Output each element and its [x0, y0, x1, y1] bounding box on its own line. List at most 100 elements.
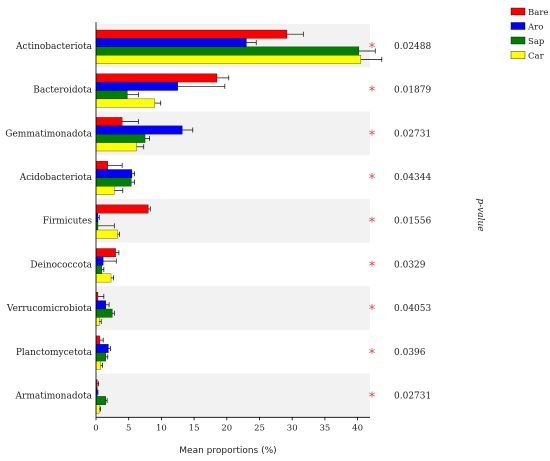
error-bar	[97, 389, 99, 395]
category-label: Verrucomicrobiota	[6, 304, 93, 314]
bars-layer	[95, 29, 362, 414]
bar-bare	[95, 248, 116, 258]
legend: Bare Aro Sap Car	[510, 7, 548, 62]
error-bar	[112, 310, 115, 316]
error-bar	[114, 188, 124, 193]
bar-car	[95, 229, 118, 239]
legend-label: Aro	[527, 23, 543, 33]
significance-star: *	[369, 216, 376, 231]
x-tick-label: 0	[93, 423, 98, 433]
significance-star: *	[369, 390, 376, 405]
x-tick-label: 10	[156, 423, 167, 433]
error-bar	[131, 171, 135, 177]
bar-sap	[95, 134, 146, 143]
error-bar	[115, 250, 120, 256]
x-tick-label: 25	[254, 423, 265, 433]
x-axis: 0 5 10 15 20 25 30 35 40	[93, 22, 370, 433]
error-bar	[216, 75, 230, 81]
error-bar	[117, 231, 120, 237]
error-bar	[145, 135, 150, 141]
row-bands	[96, 24, 370, 418]
error-bar	[103, 258, 117, 264]
category-label: Actinobacteriota	[15, 42, 93, 52]
error-bar	[100, 362, 103, 368]
error-bar	[99, 406, 101, 412]
bar-car	[95, 55, 362, 64]
bar-bare	[95, 335, 101, 345]
error-bar	[154, 100, 162, 106]
error-bar	[105, 302, 110, 308]
error-bar	[108, 346, 111, 351]
significance-star: *	[369, 259, 376, 274]
error-bar	[246, 40, 257, 46]
error-bar	[136, 144, 145, 150]
legend-label: Bare	[528, 8, 548, 18]
error-bar	[131, 179, 135, 185]
bar-sap	[95, 90, 128, 100]
bar-bare	[95, 204, 149, 214]
legend-swatch-bare	[510, 7, 526, 16]
category-label: Armatimonadota	[15, 391, 93, 401]
p-value-label: 0.04053	[394, 304, 431, 314]
error-bar	[105, 354, 109, 360]
bar-aro	[95, 169, 133, 179]
legend-swatch-aro	[510, 22, 526, 30]
x-tick-label: 20	[221, 423, 232, 433]
error-bar	[177, 83, 226, 89]
p-value-label: 0.02731	[394, 129, 431, 139]
p-value-label: 0.02731	[394, 391, 431, 401]
category-label: Deinococcota	[30, 260, 92, 270]
bar-bare	[95, 160, 108, 170]
error-bar	[182, 127, 194, 133]
p-value-label: 0.01879	[394, 86, 431, 96]
error-bar	[105, 398, 108, 404]
error-bar	[360, 56, 383, 62]
category-labels: Actinobacteriota Bacteroidota Gemmatimonad…	[5, 42, 92, 402]
bar-aro	[95, 256, 104, 266]
error-bar	[101, 267, 105, 272]
p-value-label: 0.04344	[394, 173, 431, 183]
bar-bare	[95, 29, 288, 39]
x-tick-label: 40	[352, 423, 363, 433]
bar-car	[95, 98, 156, 108]
bar-aro	[95, 344, 109, 353]
bar-aro	[95, 300, 106, 310]
legend-label: Car	[528, 52, 545, 62]
bar-car	[95, 404, 100, 414]
p-value-label: 0.0329	[394, 260, 426, 270]
category-label: Gemmatimonadota	[5, 129, 92, 139]
legend-swatch-sap	[510, 36, 526, 45]
bar-sap	[95, 352, 106, 362]
bar-aro	[95, 125, 183, 135]
bar-sap	[95, 265, 103, 274]
significance-star: *	[369, 347, 376, 362]
bar-car	[95, 142, 137, 152]
category-label: Firmicutes	[43, 217, 93, 227]
legend-swatch-car	[510, 51, 526, 59]
error-bar	[97, 214, 100, 220]
category-label: Bacteroidota	[33, 86, 92, 96]
bar-sap	[95, 308, 113, 318]
x-tick-label: 5	[126, 423, 131, 433]
bar-aro	[95, 38, 247, 47]
error-bar	[111, 275, 115, 281]
row-band	[96, 155, 370, 199]
x-tick-label: 35	[319, 423, 330, 433]
x-tick-label: 30	[287, 423, 298, 433]
x-tick-label: 15	[189, 423, 200, 433]
significance-star: *	[369, 303, 376, 318]
p-value-axis-title: p-value	[475, 198, 485, 231]
error-bar	[127, 92, 139, 98]
error-bar	[358, 48, 376, 54]
bar-car	[95, 186, 115, 195]
error-bar	[122, 119, 139, 125]
row-band	[96, 329, 370, 374]
bar-bare	[95, 117, 123, 126]
error-bar	[97, 223, 115, 229]
bar-car	[95, 360, 101, 370]
p-value-label: 0.0396	[394, 348, 426, 358]
bar-car	[95, 273, 112, 283]
p-value-label: 0.02488	[394, 42, 431, 52]
error-bar	[99, 319, 102, 325]
